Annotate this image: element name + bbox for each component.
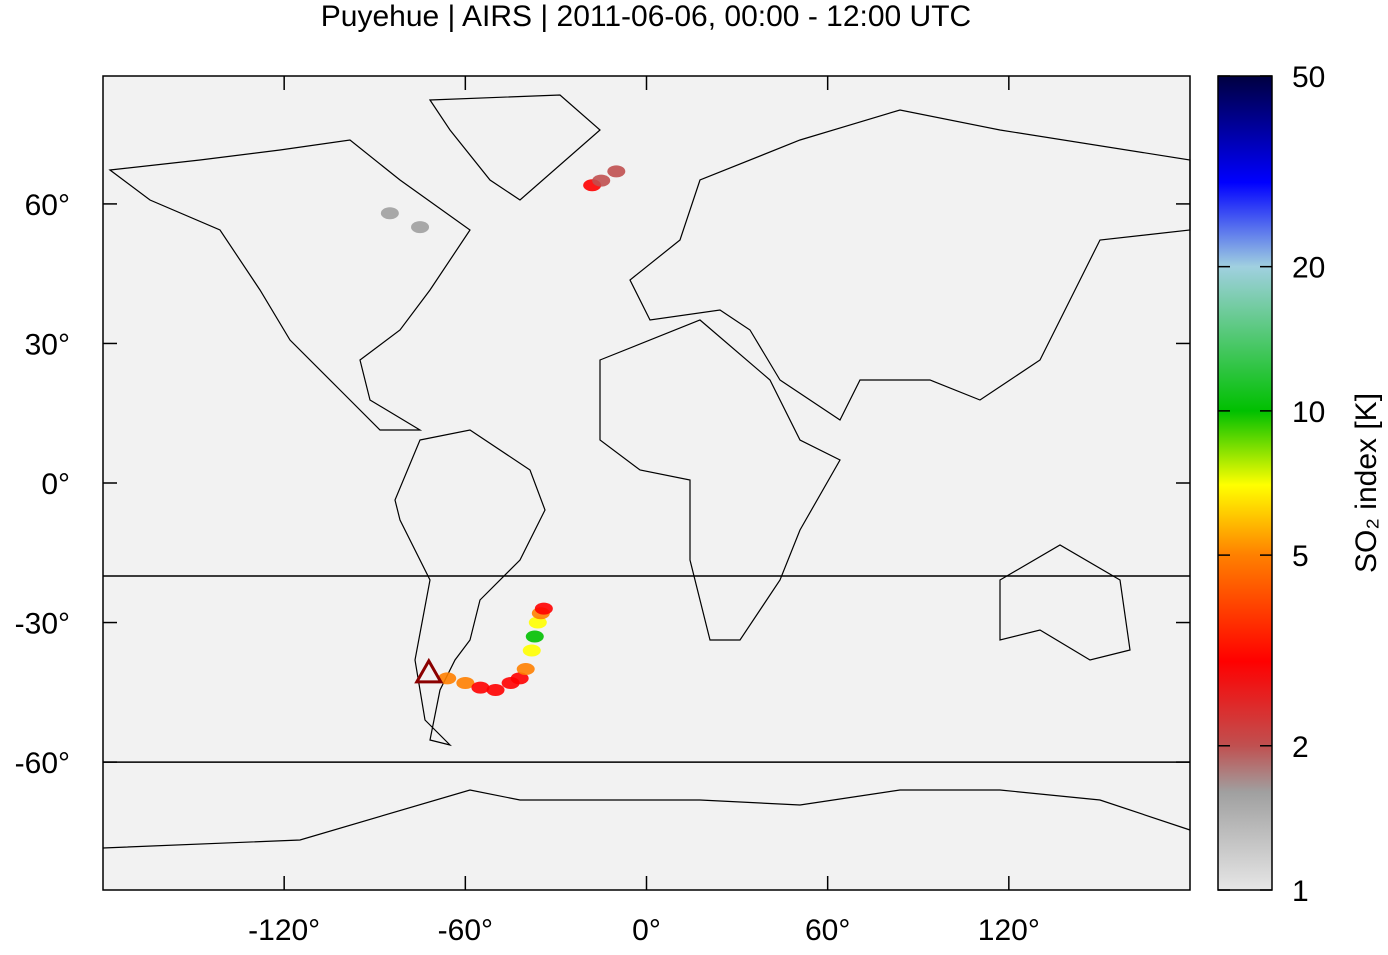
so2-pixel xyxy=(486,683,505,696)
x-tick-label: 0° xyxy=(632,914,661,947)
so2-pixel xyxy=(438,672,457,685)
so2-pixel xyxy=(528,616,547,629)
x-tick-label: -120° xyxy=(248,914,320,947)
so2-pixel xyxy=(411,221,430,234)
colorbar-tick-label: 1 xyxy=(1292,875,1309,908)
so2-pixel xyxy=(592,174,611,187)
map-background xyxy=(103,76,1190,890)
so2-pixel xyxy=(522,644,541,657)
chart-title: Puyehue | AIRS | 2011-06-06, 00:00 - 12:… xyxy=(321,0,971,33)
x-tick-label: 60° xyxy=(805,914,850,947)
coastlines xyxy=(102,94,1191,849)
colorbar xyxy=(1217,75,1273,891)
so2-pixel xyxy=(534,602,553,615)
volcano-marker xyxy=(414,657,444,684)
so2-pixel xyxy=(510,672,529,685)
x-tick-label: -60° xyxy=(438,914,493,947)
colorbar-label: SO₂ index [K] xyxy=(1350,393,1383,573)
so2-pixel xyxy=(516,663,535,676)
colorbar-tick-label: 2 xyxy=(1292,731,1309,764)
so2-pixel xyxy=(471,681,490,694)
colorbar-tick-label: 5 xyxy=(1292,540,1309,573)
y-tick-label: -30° xyxy=(15,608,70,641)
x-tick-label: 120° xyxy=(978,914,1040,947)
y-tick-label: 0° xyxy=(41,468,70,501)
so2-pixel xyxy=(525,630,544,643)
y-tick-label: 60° xyxy=(25,189,70,222)
so2-pixel xyxy=(380,207,399,220)
colorbar-tick-label: 20 xyxy=(1292,252,1325,285)
y-tick-label: -60° xyxy=(15,747,70,780)
y-tick-label: 30° xyxy=(25,328,70,361)
colorbar-tick-label: 10 xyxy=(1292,396,1325,429)
so2-pixel xyxy=(607,165,626,178)
colorbar-tick-label: 50 xyxy=(1292,61,1325,94)
so2-pixel xyxy=(456,677,475,690)
